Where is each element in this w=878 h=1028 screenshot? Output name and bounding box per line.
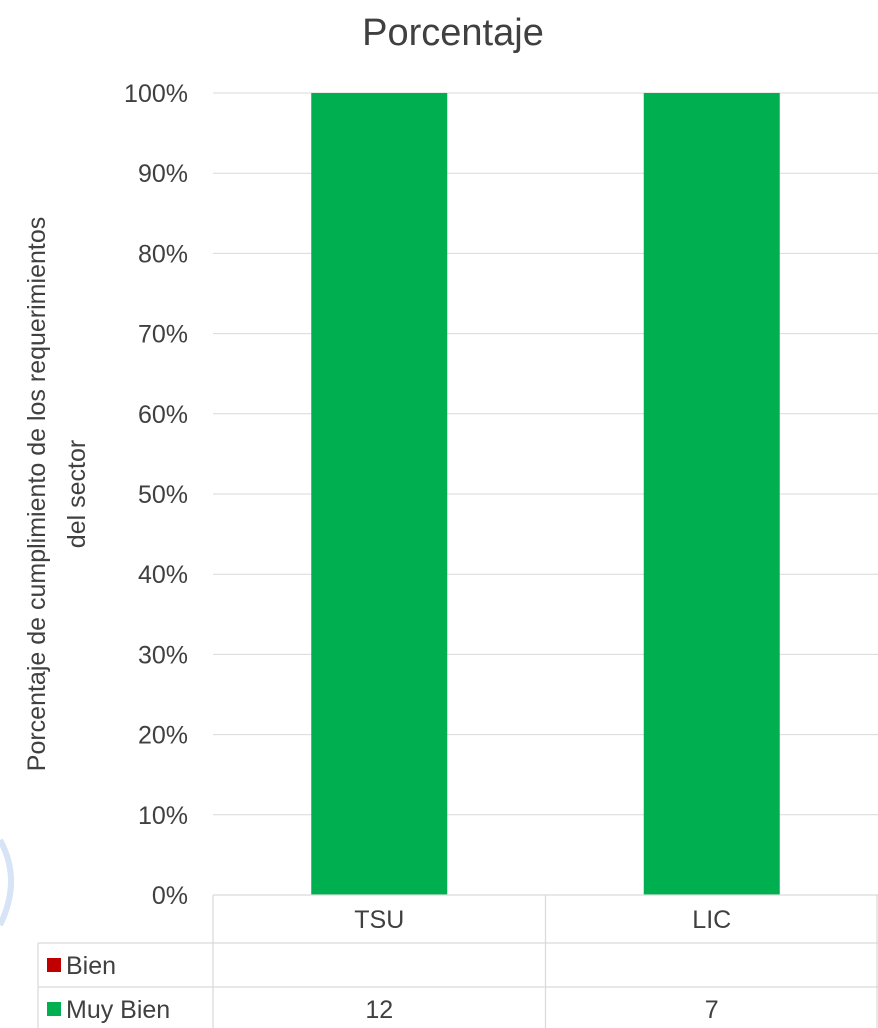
data-label: 7 (705, 996, 719, 1024)
legend-key (47, 958, 61, 972)
y-tick-label: 20% (138, 722, 188, 750)
y-tick-label: 10% (138, 802, 188, 830)
y-tick-label: 100% (124, 80, 188, 108)
x-tick-label: LIC (692, 906, 731, 934)
y-tick-label: 60% (138, 401, 188, 429)
y-tick-label: 70% (138, 321, 188, 349)
y-axis-title-line-2: del sector (63, 440, 91, 548)
y-tick-labels: 0% 10% 20% 30% 40% 50% 60% 70% 80% 90% 100% (124, 80, 188, 910)
y-tick-label: 40% (138, 561, 188, 589)
bar-muy-bien-tsu (311, 93, 448, 895)
y-tick-label: 0% (152, 882, 188, 910)
y-tick-label: 50% (138, 481, 188, 509)
x-tick-label: TSU (354, 906, 404, 934)
y-tick-label: 90% (138, 160, 188, 188)
y-axis-title: Porcentaje de cumplimiento de los requer… (23, 217, 91, 771)
legend-key (47, 1002, 61, 1016)
chart-title: Porcentaje (362, 12, 544, 54)
y-tick-label: 30% (138, 641, 188, 669)
data-table-rows: Bien Muy Bien 12 7 (47, 952, 719, 1024)
y-tick-label: 80% (138, 240, 188, 268)
bars (311, 93, 780, 895)
data-label: 12 (365, 996, 393, 1024)
data-table-grid (37, 894, 878, 1028)
y-axis-title-line-1: Porcentaje de cumplimiento de los requer… (23, 217, 51, 771)
legend-label: Muy Bien (66, 996, 170, 1024)
watermark-arc (0, 838, 14, 927)
legend-label: Bien (66, 952, 116, 980)
bar-muy-bien-lic (643, 93, 780, 895)
x-tick-labels: TSU LIC (354, 906, 731, 934)
